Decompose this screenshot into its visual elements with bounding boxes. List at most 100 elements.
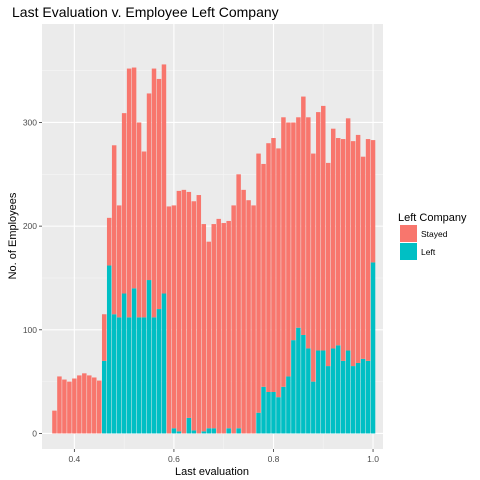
legend-key-stayed xyxy=(400,225,417,242)
bar-stayed xyxy=(121,113,127,294)
bar-stayed xyxy=(246,200,251,434)
legend-label-left: Left xyxy=(421,247,436,257)
bar-left xyxy=(156,309,162,434)
bar-stayed xyxy=(291,122,296,341)
y-axis: 0 100 200 300 xyxy=(23,117,42,438)
bar-left xyxy=(306,348,311,434)
bar-stayed xyxy=(281,117,286,387)
bar-left xyxy=(281,386,286,434)
bar-stayed xyxy=(231,205,236,434)
bar-left xyxy=(276,397,281,434)
bar-left xyxy=(350,366,356,434)
bar-stayed xyxy=(87,375,92,434)
x-axis-title: Last evaluation xyxy=(175,466,249,478)
bar-left xyxy=(101,360,107,434)
bar-left xyxy=(131,288,137,434)
bar-stayed xyxy=(92,377,97,434)
bar-stayed xyxy=(67,381,72,434)
bar-stayed xyxy=(141,151,147,318)
bar-left xyxy=(316,350,321,434)
bar-stayed xyxy=(236,174,241,429)
bar-left xyxy=(261,386,266,434)
bar-left xyxy=(340,360,346,434)
bar-stayed xyxy=(226,220,231,429)
bar-left xyxy=(355,362,361,434)
bar-stayed xyxy=(82,373,87,434)
bar-stayed xyxy=(365,139,371,361)
bar-stayed xyxy=(211,224,216,429)
bar-stayed xyxy=(321,105,326,351)
bar-stayed xyxy=(345,118,351,351)
legend-title: Left Company xyxy=(398,212,467,224)
bar-stayed xyxy=(340,139,346,361)
bar-left xyxy=(330,348,336,434)
bar-stayed xyxy=(350,141,356,367)
bar-stayed xyxy=(72,378,77,434)
y-tick-label: 300 xyxy=(23,117,37,127)
bar-stayed xyxy=(330,128,336,349)
bar-stayed xyxy=(306,117,311,349)
bar-stayed xyxy=(251,205,256,434)
bar-left xyxy=(116,317,122,434)
bar-stayed xyxy=(316,112,321,351)
bar-left xyxy=(191,430,197,434)
bar-left xyxy=(171,428,177,434)
bar-stayed xyxy=(241,189,246,434)
y-tick-label: 0 xyxy=(32,428,37,438)
bar-stayed xyxy=(311,153,316,382)
bar-stayed xyxy=(146,93,152,281)
bar-stayed xyxy=(131,67,137,289)
bar-stayed xyxy=(106,217,112,266)
bar-stayed xyxy=(77,375,82,434)
bar-left xyxy=(121,293,127,434)
bar-left xyxy=(106,265,112,434)
legend-label-stayed: Stayed xyxy=(421,229,448,239)
bar-stayed xyxy=(201,224,207,432)
bar-stayed xyxy=(116,205,122,318)
bar-left xyxy=(311,381,316,434)
bar-stayed xyxy=(111,145,117,315)
bar-stayed xyxy=(156,78,162,310)
bar-stayed xyxy=(191,201,197,431)
bar-left xyxy=(161,293,167,434)
bar-stayed xyxy=(326,162,331,367)
bar-left xyxy=(111,314,117,434)
bar-left xyxy=(296,327,301,434)
bar-stayed xyxy=(186,191,192,418)
bar-stayed xyxy=(370,140,376,263)
bar-left xyxy=(146,280,152,434)
bar-left xyxy=(286,376,291,434)
bar-left xyxy=(365,360,371,434)
bar-left xyxy=(326,366,331,434)
bar-left xyxy=(186,417,192,434)
bar-stayed xyxy=(256,153,261,413)
bar-left xyxy=(141,317,147,434)
bar-stayed xyxy=(136,122,142,318)
y-tick-label: 200 xyxy=(23,221,37,231)
x-tick-label: 1.0 xyxy=(367,454,379,464)
bar-left xyxy=(206,428,212,434)
legend-key-left xyxy=(400,243,417,260)
bar-left xyxy=(201,431,207,434)
bar-left xyxy=(136,317,142,434)
x-tick-label: 0.4 xyxy=(68,454,80,464)
bar-left xyxy=(256,412,261,434)
bar-left xyxy=(321,350,326,434)
bar-stayed xyxy=(355,134,361,363)
bar-stayed xyxy=(151,68,157,318)
bar-left xyxy=(345,350,351,434)
x-axis: 0.4 0.6 0.8 1.0 xyxy=(68,449,379,464)
bar-stayed xyxy=(181,189,187,434)
bar-left xyxy=(226,428,231,434)
bar-stayed xyxy=(161,64,167,294)
x-tick-label: 0.6 xyxy=(168,454,180,464)
bar-stayed xyxy=(171,205,177,429)
bar-left xyxy=(176,431,182,434)
bar-stayed xyxy=(57,376,62,434)
bar-stayed xyxy=(286,122,291,377)
bar-stayed xyxy=(360,156,366,359)
bar-left xyxy=(126,317,132,434)
bars xyxy=(52,64,376,434)
bar-stayed xyxy=(101,314,107,361)
